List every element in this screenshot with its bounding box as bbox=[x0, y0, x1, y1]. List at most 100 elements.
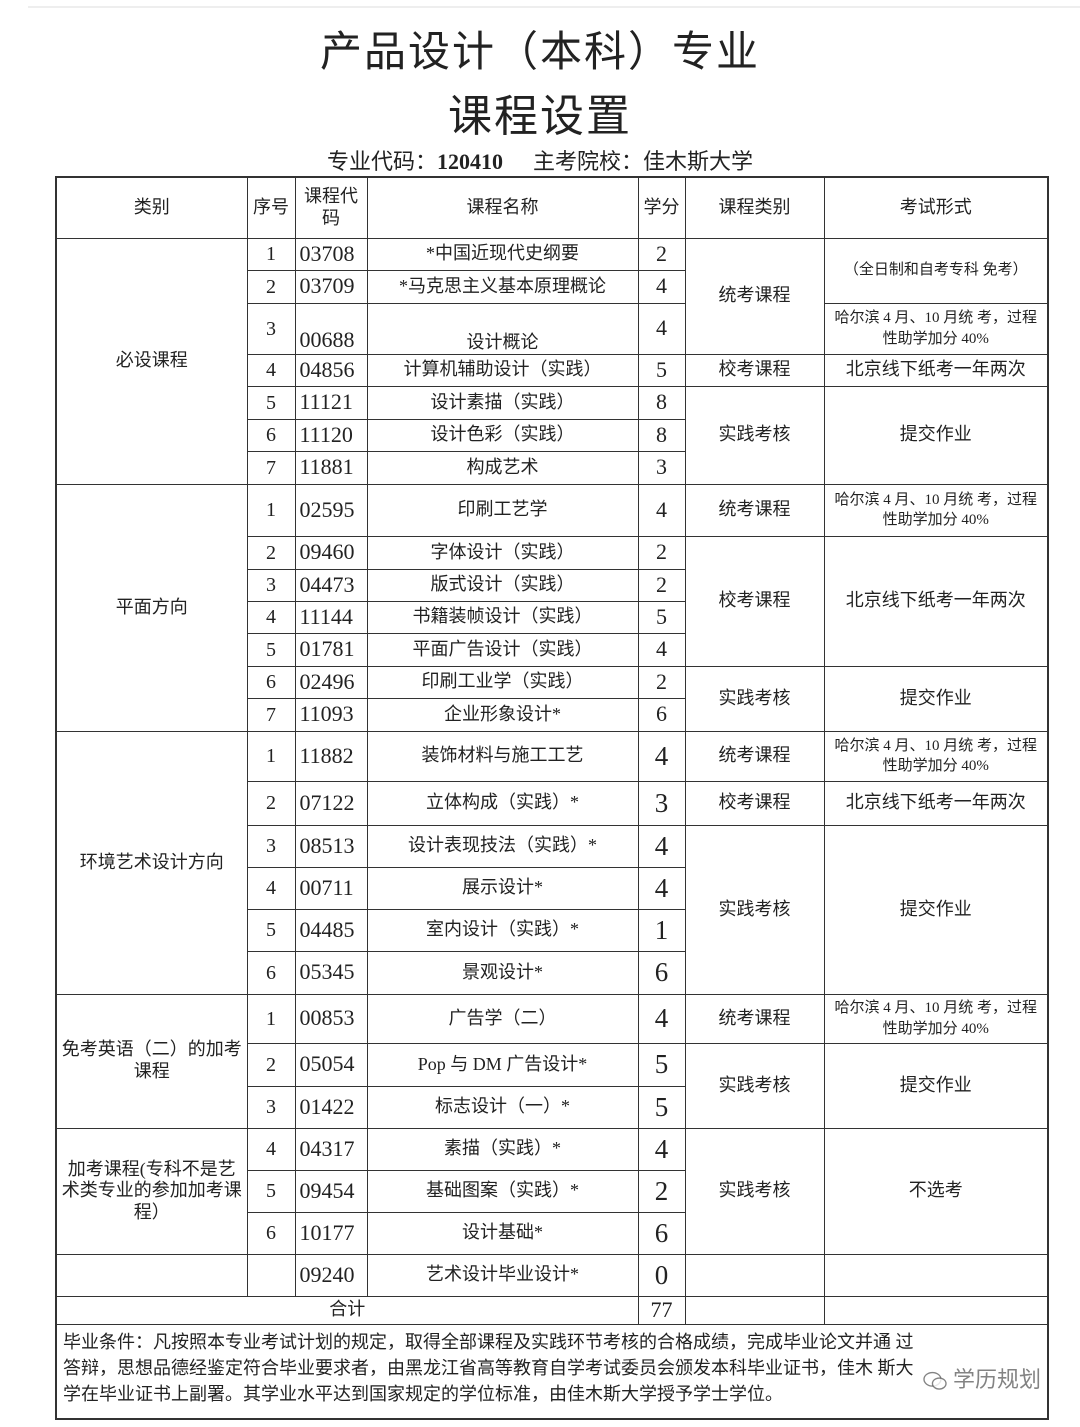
exam-form: 哈尔滨 4 月、10 月统 考，过程性助学加分 40% bbox=[823, 302, 1049, 355]
page-title: 产品设计（本科）专业 bbox=[319, 27, 760, 76]
course-name: 标志设计（一）* bbox=[366, 1085, 639, 1129]
row-no: 4 bbox=[246, 1127, 296, 1171]
course-credit: 4 bbox=[637, 632, 686, 667]
course-name: 立体构成（实践）* bbox=[366, 780, 639, 826]
row-no: 2 bbox=[246, 1042, 296, 1087]
course-code: 05054 bbox=[294, 1042, 368, 1087]
course-code: 04473 bbox=[294, 568, 368, 602]
course-credit: 2 bbox=[637, 237, 686, 271]
course-type: 实践考核 bbox=[684, 385, 825, 485]
course-code: 01422 bbox=[294, 1085, 368, 1129]
row-no: 7 bbox=[246, 697, 296, 732]
course-code: 00711 bbox=[294, 866, 368, 910]
course-name: 设计色彩（实践） bbox=[366, 418, 639, 452]
row-no: 6 bbox=[246, 665, 296, 699]
course-credit: 8 bbox=[637, 385, 686, 420]
table-row: 09240 艺术设计毕业设计* 0 bbox=[55, 1253, 1049, 1297]
course-credit: 8 bbox=[637, 418, 686, 452]
table-row: 平面方向 1 02595 印刷工艺学 4 统考课程 哈尔滨 4 月、10 月统 考，过程… bbox=[55, 483, 1049, 732]
empty-cell bbox=[823, 1295, 1049, 1325]
row-no: 6 bbox=[246, 950, 296, 995]
course-type: 校考课程 bbox=[684, 780, 825, 826]
exam-form: 不选考 bbox=[823, 1127, 1049, 1255]
table-row: 免考英语（二）的加考课程 1 00853 广告学（二） 4 统考课程 哈尔滨 4 月、1… bbox=[55, 993, 1049, 1129]
major-code: 120410 bbox=[437, 149, 503, 174]
exam-form: 哈尔滨 4 月、10 月统 考，过程性助学加分 40% bbox=[823, 483, 1049, 537]
watermark: 学历规划 bbox=[922, 1355, 1041, 1407]
course-credit: 5 bbox=[637, 353, 686, 387]
course-code: 08513 bbox=[294, 824, 368, 868]
course-name: 设计素描（实践） bbox=[366, 385, 639, 420]
header-no: 序号 bbox=[246, 176, 296, 239]
row-no: 6 bbox=[246, 1211, 296, 1255]
exam-form: 北京线下纸考一年两次 bbox=[823, 780, 1049, 826]
course-code: 11121 bbox=[294, 385, 368, 420]
course-name: 展示设计* bbox=[366, 866, 639, 910]
course-credit: 6 bbox=[637, 1211, 686, 1255]
table-row: 5 04485 室内设计（实践）* 1 bbox=[56, 908, 1048, 952]
total-row: 合计 77 bbox=[55, 1295, 1049, 1325]
course-name: 基础图案（实践）* bbox=[366, 1169, 639, 1213]
table-row: 3 08513 设计表现技法（实践）* 4 实践考核 提交作业 bbox=[56, 824, 1049, 995]
course-credit: 4 bbox=[637, 993, 686, 1044]
watermark-text: 学历规划 bbox=[952, 1367, 1041, 1393]
category-cell: 环境艺术设计方向 bbox=[55, 730, 248, 995]
exam-form: 北京线下纸考一年两次 bbox=[823, 535, 1049, 667]
row-no: 4 bbox=[246, 600, 296, 634]
course-type: 统考课程 bbox=[684, 237, 825, 355]
course-credit: 4 bbox=[637, 824, 686, 868]
major-code-label: 专业代码： bbox=[326, 149, 437, 174]
table-row: 3 01422 标志设计（一）* 5 bbox=[56, 1085, 1048, 1129]
table-row: 2 09460 字体设计（实践） 2 校考课程 北京线下纸考一年两次 bbox=[56, 535, 1049, 667]
course-name: 书籍装帧设计（实践） bbox=[366, 600, 639, 634]
course-type: 实践考核 bbox=[684, 824, 825, 995]
course-code: 04856 bbox=[294, 353, 368, 387]
course-credit: 5 bbox=[637, 1042, 686, 1087]
course-credit: 4 bbox=[637, 1127, 686, 1171]
course-name: *中国近现代史纲要 bbox=[366, 237, 639, 271]
course-code: 02595 bbox=[294, 483, 368, 537]
course-code: 03708 bbox=[294, 237, 368, 271]
row-no: 1 bbox=[246, 483, 296, 537]
course-code: 11120 bbox=[294, 418, 368, 452]
course-name: 设计表现技法（实践）* bbox=[366, 824, 639, 868]
table-row: 6 02496 印刷工业学（实践） 2 实践考核 提交作业 bbox=[56, 665, 1049, 732]
host-school: 主考院校：佳木斯大学 bbox=[533, 149, 754, 174]
course-name: 企业形象设计* bbox=[366, 697, 639, 732]
category-cell: 平面方向 bbox=[55, 483, 248, 732]
row-no: 3 bbox=[246, 568, 296, 602]
course-type: 统考课程 bbox=[684, 483, 825, 537]
course-code: 00853 bbox=[294, 993, 368, 1044]
course-credit: 2 bbox=[637, 535, 686, 570]
course-credit: 0 bbox=[637, 1253, 686, 1297]
page-subtitle: 课程设置 bbox=[448, 91, 632, 142]
course-credit: 6 bbox=[637, 950, 686, 995]
course-table: 类别 序号 课程代码 课程名称 学分 课程类别 考试形式 必设课程 1 03708… bbox=[55, 176, 1049, 1420]
row-no: 4 bbox=[246, 866, 296, 910]
course-name: *马克思主义基本原理概论 bbox=[366, 269, 639, 304]
row-no: 2 bbox=[246, 535, 296, 570]
course-type: 实践考核 bbox=[684, 665, 825, 732]
category-cell: 必设课程 bbox=[55, 237, 248, 485]
course-name: 设计基础* bbox=[366, 1211, 639, 1255]
course-code: 11144 bbox=[294, 600, 368, 634]
course-credit: 4 bbox=[637, 483, 686, 537]
course-name: 素描（实践）* bbox=[366, 1127, 639, 1171]
row-no: 2 bbox=[246, 269, 296, 304]
course-type: 实践考核 bbox=[684, 1042, 825, 1129]
course-code: 09240 bbox=[294, 1253, 368, 1297]
course-code: 11881 bbox=[294, 450, 368, 485]
course-credit: 6 bbox=[637, 697, 686, 732]
course-name: 设计概论 bbox=[366, 302, 639, 355]
top-divider bbox=[28, 6, 1080, 8]
course-code: 03709 bbox=[294, 269, 368, 304]
table-row: 5 11121 设计素描（实践） 8 实践考核 提交作业 bbox=[56, 385, 1049, 485]
course-name: 构成艺术 bbox=[366, 450, 639, 485]
table-row: 7 11881 构成艺术 3 bbox=[56, 450, 1048, 485]
course-name: 室内设计（实践）* bbox=[366, 908, 639, 952]
total-credit: 77 bbox=[637, 1295, 686, 1325]
course-name: 装饰材料与施工工艺 bbox=[366, 730, 639, 782]
course-code: 05345 bbox=[294, 950, 368, 995]
course-name: 计算机辅助设计（实践） bbox=[366, 353, 639, 387]
row-no: 7 bbox=[246, 450, 296, 485]
